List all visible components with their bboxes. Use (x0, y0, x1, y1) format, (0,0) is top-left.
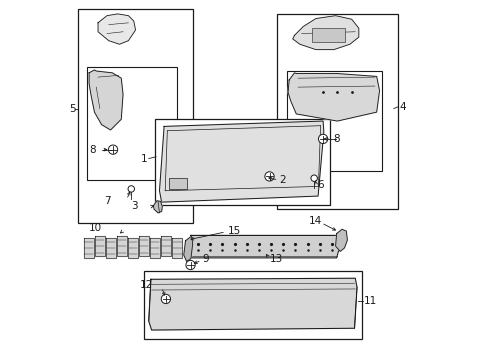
Text: 7: 7 (104, 197, 110, 206)
Circle shape (108, 145, 118, 154)
Text: 1: 1 (141, 154, 147, 163)
Polygon shape (89, 70, 123, 130)
Text: 5: 5 (69, 104, 76, 113)
Text: 4: 4 (398, 102, 405, 112)
Polygon shape (153, 201, 162, 213)
Circle shape (161, 294, 170, 303)
Polygon shape (139, 237, 149, 256)
Polygon shape (128, 238, 138, 258)
Bar (312, 28, 344, 42)
Circle shape (310, 175, 317, 181)
Bar (155, 119, 329, 205)
Text: 3: 3 (130, 201, 137, 211)
Circle shape (185, 260, 195, 270)
Polygon shape (148, 278, 356, 330)
Text: 8: 8 (89, 145, 96, 155)
Text: 9: 9 (203, 254, 209, 264)
Polygon shape (188, 235, 340, 258)
Polygon shape (183, 237, 192, 261)
Text: 12: 12 (140, 280, 153, 290)
Text: 13: 13 (270, 253, 283, 264)
Bar (276, 14, 397, 208)
Bar (78, 9, 192, 223)
Text: 14: 14 (308, 216, 322, 226)
Polygon shape (161, 237, 171, 256)
Bar (169, 178, 186, 189)
Bar (287, 71, 381, 171)
Text: 2: 2 (279, 175, 285, 185)
Text: 6: 6 (317, 180, 324, 190)
Text: 11: 11 (364, 296, 377, 306)
Polygon shape (117, 237, 127, 256)
Polygon shape (106, 238, 116, 258)
Text: 8: 8 (332, 134, 339, 144)
Text: 15: 15 (227, 226, 240, 236)
Circle shape (318, 134, 327, 144)
Bar (87, 67, 176, 180)
Polygon shape (292, 16, 358, 50)
Polygon shape (83, 238, 94, 258)
Polygon shape (172, 238, 182, 258)
Polygon shape (150, 238, 160, 258)
Polygon shape (159, 121, 323, 202)
Text: 10: 10 (88, 223, 102, 233)
Polygon shape (287, 73, 379, 121)
Circle shape (264, 172, 274, 181)
Circle shape (128, 186, 134, 192)
Polygon shape (98, 14, 135, 44)
Polygon shape (95, 237, 104, 256)
Polygon shape (335, 229, 346, 251)
Bar (144, 271, 362, 339)
